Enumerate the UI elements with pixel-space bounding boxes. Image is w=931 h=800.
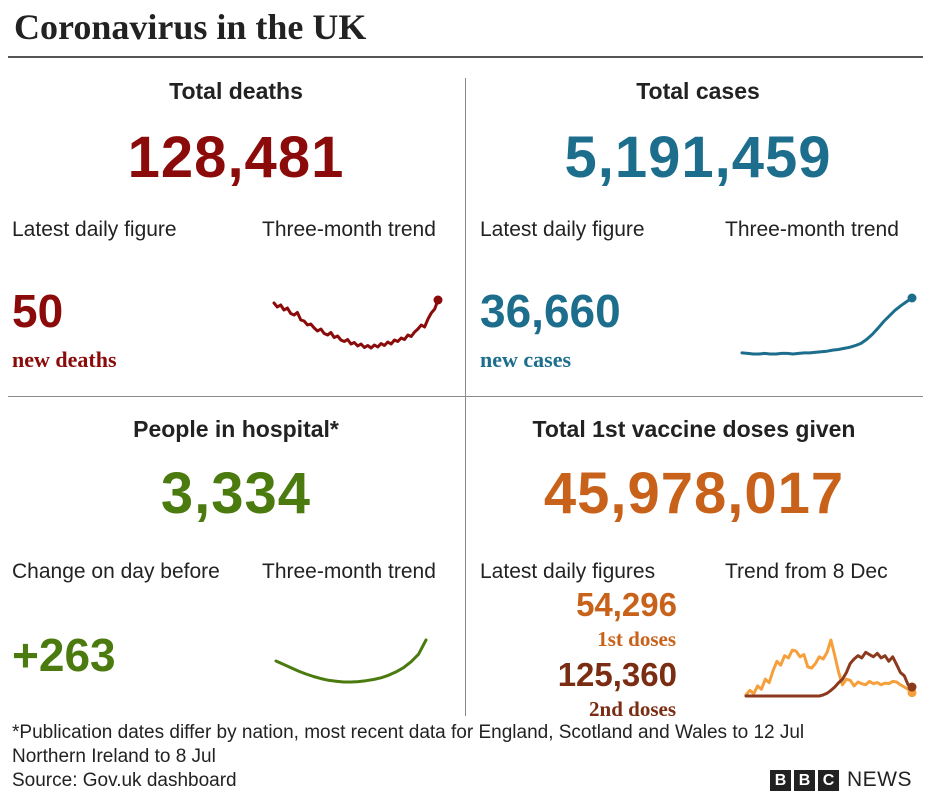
trend-line-series-1: [272, 298, 440, 350]
trend-line-series-1: [274, 638, 428, 684]
trend-end-point: [433, 295, 443, 305]
source-text: Source: Gov.uk dashboard: [12, 770, 237, 791]
bbc-logo-letter: B: [794, 769, 815, 791]
cases-trend-label: Three-month trend: [725, 218, 899, 241]
vaccine-trend-chart: [744, 638, 917, 698]
bbc-news-logo: B B C NEWS: [770, 768, 912, 792]
trend-line-series-2: [744, 650, 914, 698]
bbc-logo-letter: C: [818, 769, 839, 791]
deaths-daily-unit: new deaths: [12, 347, 117, 372]
vertical-divider: [465, 78, 466, 716]
vaccine-second-unit: 2nd doses: [589, 697, 676, 721]
hospital-heading: People in hospital*: [133, 416, 339, 442]
vaccine-heading: Total 1st vaccine doses given: [532, 416, 856, 442]
cases-daily-value: 36,660: [480, 285, 621, 337]
title-rule: [8, 56, 923, 58]
footnote-line-1: *Publication dates differ by nation, mos…: [12, 722, 805, 743]
hospital-trend-chart: [274, 638, 428, 684]
deaths-daily-label: Latest daily figure: [12, 218, 177, 241]
footnote-line-2: Northern Ireland to 8 Jul: [12, 746, 216, 767]
cases-daily-unit: new cases: [480, 347, 572, 372]
vaccine-total: 45,978,017: [543, 461, 845, 526]
trend-end-point: [907, 293, 917, 303]
deaths-trend-chart: [272, 295, 443, 350]
deaths-heading: Total deaths: [169, 78, 303, 104]
trend-end-point: [907, 682, 917, 692]
bbc-logo-letter: B: [770, 769, 791, 791]
vaccine-first-unit: 1st doses: [597, 627, 676, 651]
deaths-trend-label: Three-month trend: [262, 218, 436, 241]
deaths-daily-value: 50: [12, 285, 64, 337]
cases-heading: Total cases: [636, 78, 760, 104]
vaccine-trend-label: Trend from 8 Dec: [725, 560, 888, 583]
bbc-logo-news: NEWS: [847, 768, 912, 791]
vaccine-daily-label: Latest daily figures: [480, 560, 656, 583]
vaccine-first-value: 54,296: [576, 586, 677, 623]
cases-total: 5,191,459: [564, 125, 832, 190]
page-title: Coronavirus in the UK: [14, 7, 367, 47]
hospital-trend-label: Three-month trend: [262, 560, 436, 583]
vaccine-second-value: 125,360: [557, 656, 677, 693]
cases-trend-chart: [740, 293, 917, 356]
trend-line-series-1: [740, 296, 914, 356]
hospital-daily-label: Change on day before: [12, 560, 220, 583]
hospital-total: 3,334: [160, 461, 312, 526]
trend-line-series-1: [744, 638, 914, 697]
hospital-daily-value: +263: [12, 629, 116, 681]
deaths-total: 128,481: [127, 125, 345, 190]
horizontal-divider: [8, 396, 923, 397]
cases-daily-label: Latest daily figure: [480, 218, 645, 241]
